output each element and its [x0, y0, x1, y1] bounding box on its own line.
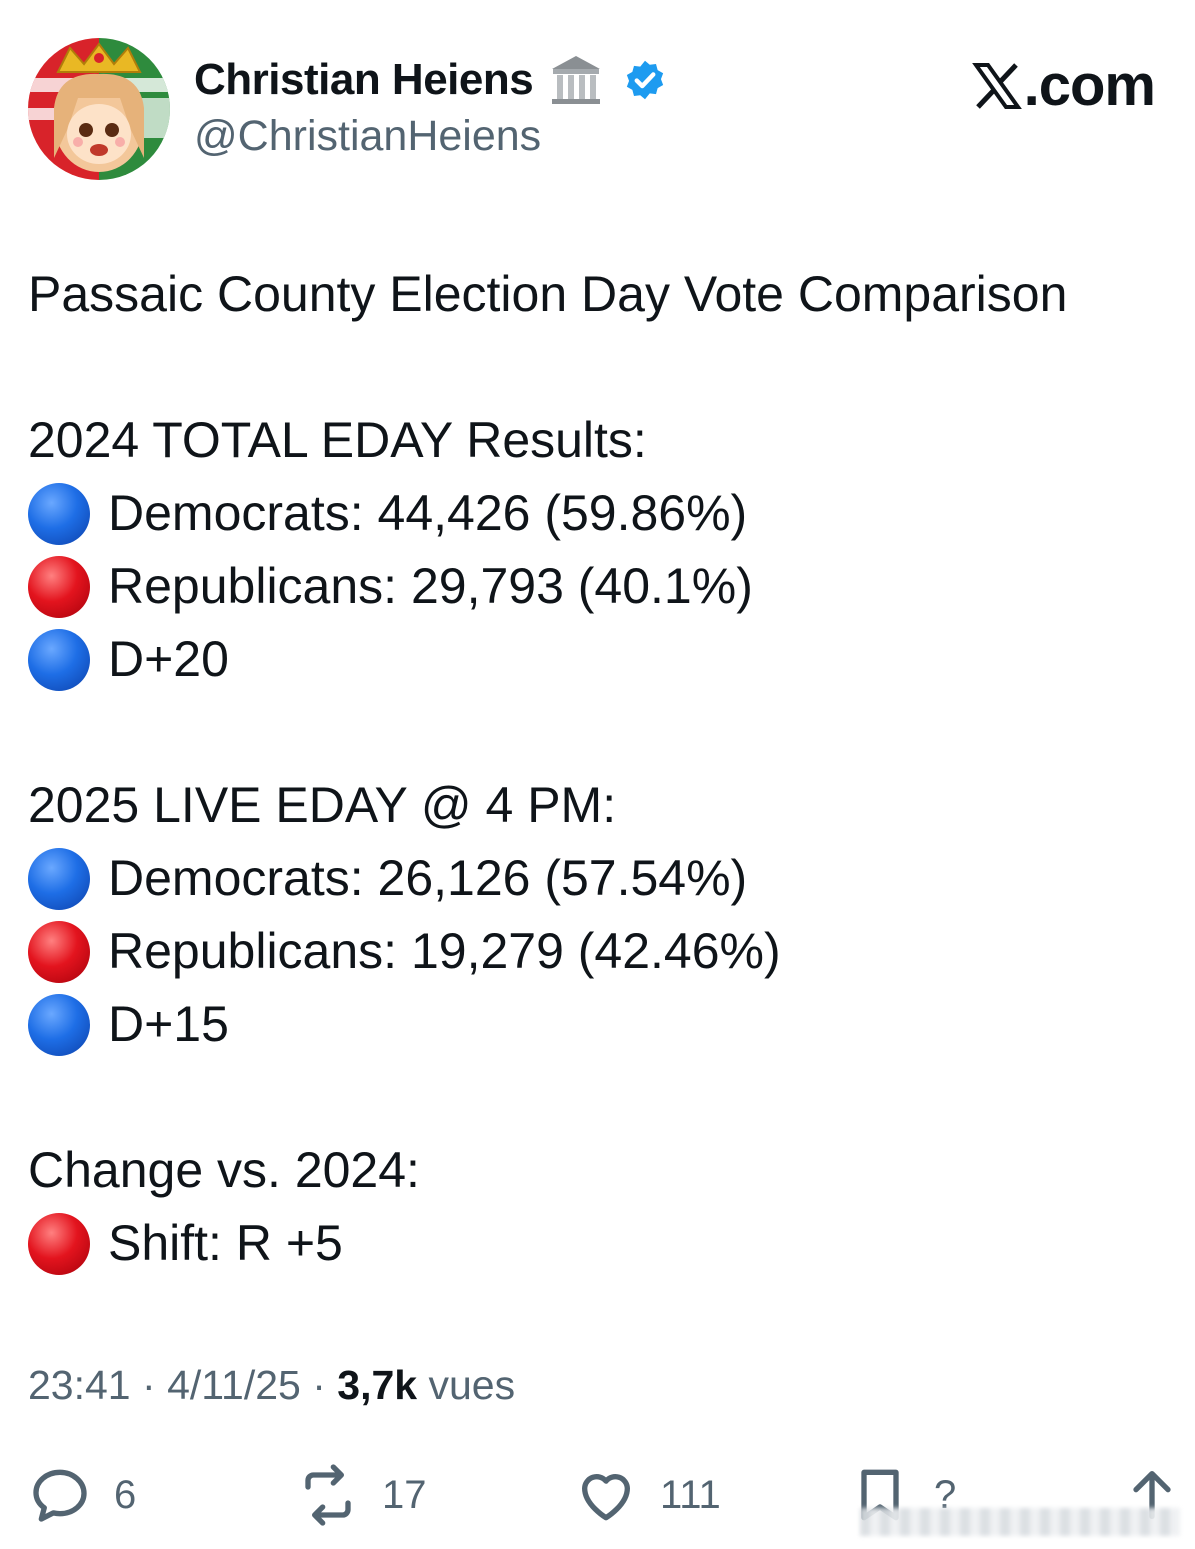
avatar[interactable] — [28, 38, 170, 180]
tweet-date[interactable]: 4/11/25 — [167, 1362, 301, 1408]
classical-building-icon — [552, 56, 601, 104]
line-shift: Shift: R +5 — [28, 1207, 1178, 1280]
line-2025-republicans: Republicans: 19,279 (42.46%) — [28, 915, 1178, 988]
meta-separator: · — [312, 1362, 338, 1408]
like-count: 111 — [660, 1472, 721, 1517]
blue-circle-icon — [28, 482, 90, 545]
tweet-meta: 23:41 · 4/11/25 · 3,7k vues — [28, 1362, 515, 1409]
red-circle-icon — [28, 555, 90, 618]
text-shift: Shift: R +5 — [108, 1215, 343, 1271]
red-circle-icon — [28, 920, 90, 983]
tweet-title: Passaic County Election Day Vote Compari… — [28, 266, 1068, 322]
reply-icon — [33, 1469, 87, 1522]
tweet-text: Passaic County Election Day Vote Compari… — [28, 258, 1178, 1280]
line-2024-democrats: Democrats: 44,426 (59.86%) — [28, 477, 1178, 550]
verified-badge-icon[interactable] — [623, 58, 667, 102]
views-count: 3,7k — [337, 1362, 418, 1408]
heart-icon — [582, 1474, 630, 1521]
blurred-overlay — [860, 1508, 1180, 1536]
line-2025-margin: D+15 — [28, 988, 1178, 1061]
line-2024-republicans: Republicans: 29,793 (40.1%) — [28, 550, 1178, 623]
site-logo: .com — [971, 52, 1156, 119]
bookmark-count: ? — [934, 1472, 957, 1517]
text-2024-republicans: Republicans: 29,793 (40.1%) — [108, 558, 753, 614]
handle[interactable]: @ChristianHeiens — [194, 112, 542, 160]
section-heading-2025: 2025 LIVE EDAY @ 4 PM: — [28, 777, 617, 833]
red-circle-icon — [28, 1212, 90, 1275]
reply-button[interactable]: 6 — [28, 1455, 136, 1535]
like-button[interactable]: 111 — [574, 1455, 721, 1535]
repost-button[interactable]: 17 — [296, 1455, 427, 1535]
blue-circle-icon — [28, 847, 90, 910]
text-2025-republicans: Republicans: 19,279 (42.46%) — [108, 923, 781, 979]
repost-icon — [305, 1464, 351, 1526]
tweet-header: Christian Heiens @ChristianHeiens .com — [0, 0, 1195, 200]
reply-count: 6 — [114, 1472, 137, 1517]
name-row: Christian Heiens — [194, 50, 667, 110]
line-2024-margin: D+20 — [28, 623, 1178, 696]
section-heading-change: Change vs. 2024: — [28, 1142, 420, 1198]
text-2024-margin: D+20 — [108, 631, 229, 687]
text-2025-democrats: Democrats: 26,126 (57.54%) — [108, 850, 748, 906]
text-2025-margin: D+15 — [108, 996, 229, 1052]
anime-avatar-icon — [28, 38, 170, 180]
line-2025-democrats: Democrats: 26,126 (57.54%) — [28, 842, 1178, 915]
meta-separator: · — [142, 1362, 168, 1408]
blue-circle-icon — [28, 628, 90, 691]
views-label: vues — [428, 1362, 516, 1408]
repost-count: 17 — [382, 1472, 427, 1517]
display-name[interactable]: Christian Heiens — [194, 55, 534, 104]
tweet-time[interactable]: 23:41 — [28, 1362, 131, 1408]
section-heading-2024: 2024 TOTAL EDAY Results: — [28, 412, 647, 468]
text-2024-democrats: Democrats: 44,426 (59.86%) — [108, 485, 748, 541]
site-domain: .com — [1023, 53, 1156, 118]
x-logo-icon — [971, 62, 1022, 109]
blue-circle-icon — [28, 993, 90, 1056]
